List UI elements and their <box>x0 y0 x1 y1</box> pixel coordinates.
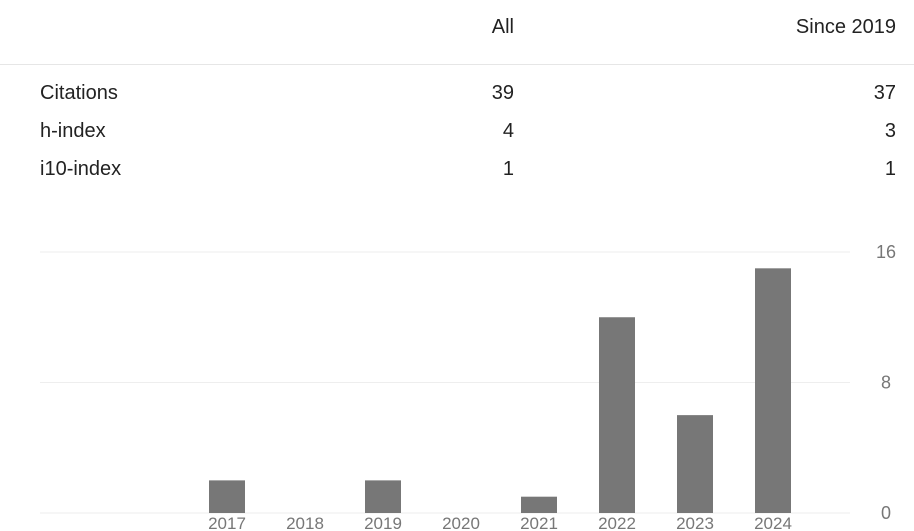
y-tick-label-8: 8 <box>881 373 891 393</box>
row-value-all: 1 <box>503 158 514 181</box>
x-tick-label-2024: 2024 <box>754 514 792 531</box>
bar-2021[interactable] <box>521 497 557 513</box>
bar-2023[interactable] <box>677 415 713 513</box>
table-row-i10-index: i10-index 1 1 <box>0 152 914 188</box>
citations-per-year-chart: 0 8 16 2017 2018 2019 2020 2021 2022 2023 2024 <box>0 230 914 531</box>
bar-2022[interactable] <box>599 317 635 513</box>
x-tick-label-2022: 2022 <box>598 514 636 531</box>
bar-2019[interactable] <box>365 480 401 513</box>
row-label[interactable]: h-index <box>40 120 106 143</box>
x-tick-label-2019: 2019 <box>364 514 402 531</box>
row-value-all: 39 <box>492 82 514 105</box>
row-value-since: 1 <box>885 158 896 181</box>
column-header-all[interactable]: All <box>492 16 514 39</box>
bar-2024[interactable] <box>755 268 791 513</box>
row-value-all: 4 <box>503 120 514 143</box>
row-value-since: 37 <box>874 82 896 105</box>
row-label[interactable]: i10-index <box>40 158 121 181</box>
row-label[interactable]: Citations <box>40 82 118 105</box>
bar-2017[interactable] <box>209 480 245 513</box>
x-tick-label-2023: 2023 <box>676 514 714 531</box>
y-tick-label-16: 16 <box>876 242 896 262</box>
bar-chart-svg: 0 8 16 2017 2018 2019 2020 2021 2022 2023 2024 <box>0 230 914 531</box>
table-row-citations: Citations 39 37 <box>0 76 914 112</box>
table-row-h-index: h-index 4 3 <box>0 114 914 150</box>
table-header-row: All Since 2019 <box>0 0 914 65</box>
y-tick-label-0: 0 <box>881 503 891 523</box>
row-value-since: 3 <box>885 120 896 143</box>
x-tick-label-2021: 2021 <box>520 514 558 531</box>
x-tick-label-2017: 2017 <box>208 514 246 531</box>
x-tick-label-2018: 2018 <box>286 514 324 531</box>
x-tick-label-2020: 2020 <box>442 514 480 531</box>
column-header-since[interactable]: Since 2019 <box>796 16 896 39</box>
